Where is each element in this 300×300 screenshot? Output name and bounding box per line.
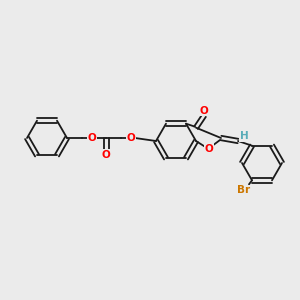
Text: O: O [200,106,208,116]
Text: O: O [102,150,110,160]
Text: O: O [88,133,96,143]
Text: Br: Br [237,185,250,195]
Text: O: O [127,133,135,143]
Text: H: H [240,131,248,141]
Text: O: O [205,144,213,154]
